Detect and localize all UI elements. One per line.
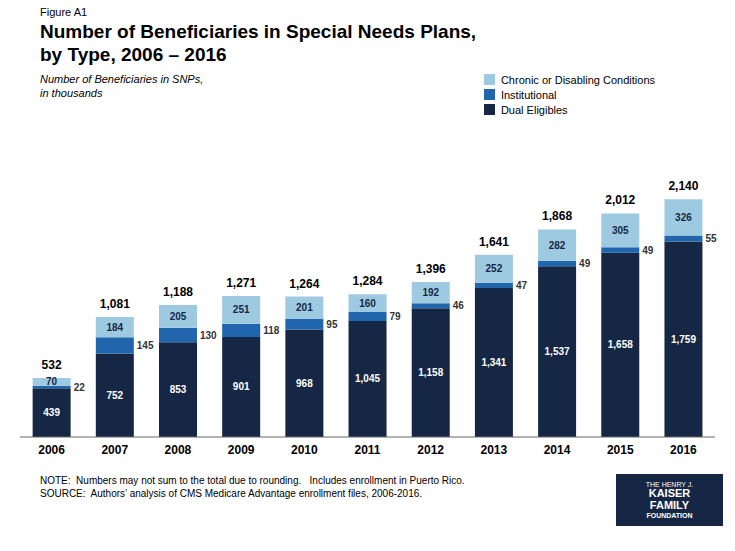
svg-text:1,081: 1,081 bbox=[100, 297, 130, 311]
svg-text:1,271: 1,271 bbox=[226, 276, 256, 290]
svg-text:1,341: 1,341 bbox=[481, 357, 506, 368]
html-text:Number of Beneficiaries in SNP: Number of Beneficiaries in SNPs, in thou… bbox=[40, 73, 204, 99]
svg-text:205: 205 bbox=[170, 311, 187, 322]
html-text:FAMILY: FAMILY bbox=[649, 499, 690, 511]
svg-text:1,284: 1,284 bbox=[353, 274, 383, 288]
svg-text:282: 282 bbox=[549, 240, 566, 251]
svg-text:2,012: 2,012 bbox=[605, 193, 635, 207]
html-text:NOTE: Numbers may not sum to t: NOTE: Numbers may not sum to the total d… bbox=[40, 475, 465, 486]
svg-text:46: 46 bbox=[453, 300, 465, 311]
svg-text:1,264: 1,264 bbox=[289, 277, 319, 291]
svg-text:2013: 2013 bbox=[481, 443, 508, 457]
svg-text:22: 22 bbox=[74, 382, 86, 393]
svg-text:752: 752 bbox=[106, 390, 123, 401]
svg-text:251: 251 bbox=[233, 304, 250, 315]
svg-text:1,641: 1,641 bbox=[479, 235, 509, 249]
svg-text:2016: 2016 bbox=[670, 443, 697, 457]
svg-text:49: 49 bbox=[642, 245, 654, 256]
svg-text:2007: 2007 bbox=[101, 443, 128, 457]
html-text:SOURCE: Authors’ analysis of C: SOURCE: Authors’ analysis of CMS Medicar… bbox=[40, 488, 422, 499]
svg-text:192: 192 bbox=[422, 287, 439, 298]
svg-text:901: 901 bbox=[233, 381, 250, 392]
html-text:FOUNDATION: FOUNDATION bbox=[646, 511, 693, 519]
svg-text:184: 184 bbox=[106, 322, 123, 333]
svg-text:1,868: 1,868 bbox=[542, 209, 572, 223]
svg-text:145: 145 bbox=[137, 340, 154, 351]
svg-text:2,140: 2,140 bbox=[668, 179, 698, 193]
svg-text:160: 160 bbox=[359, 298, 376, 309]
svg-text:853: 853 bbox=[170, 384, 187, 395]
svg-text:326: 326 bbox=[675, 212, 692, 223]
svg-text:252: 252 bbox=[486, 263, 503, 274]
svg-text:79: 79 bbox=[390, 311, 402, 322]
svg-text:305: 305 bbox=[612, 225, 629, 236]
svg-text:1,759: 1,759 bbox=[671, 334, 696, 345]
svg-text:1,045: 1,045 bbox=[355, 373, 380, 384]
svg-text:2008: 2008 bbox=[165, 443, 192, 457]
svg-text:118: 118 bbox=[263, 325, 280, 336]
html-text:Chronic or Disabling Condition: Chronic or Disabling Conditions bbox=[500, 73, 655, 86]
svg-text:2015: 2015 bbox=[607, 443, 634, 457]
svg-text:2006: 2006 bbox=[38, 443, 65, 457]
svg-text:2012: 2012 bbox=[417, 443, 444, 457]
svg-text:95: 95 bbox=[326, 319, 338, 330]
svg-text:1,188: 1,188 bbox=[163, 285, 193, 299]
html-text:KAISER: KAISER bbox=[648, 487, 691, 500]
html-text:Figure A1: Figure A1 bbox=[40, 6, 88, 18]
svg-text:1,158: 1,158 bbox=[418, 367, 443, 378]
svg-text:439: 439 bbox=[43, 407, 60, 418]
html-text:Number of Beneficiaries in Spe: Number of Beneficiaries in Special Needs… bbox=[40, 21, 477, 65]
svg-text:968: 968 bbox=[296, 378, 313, 389]
svg-text:532: 532 bbox=[42, 358, 62, 372]
html-text:Institutional: Institutional bbox=[500, 88, 557, 101]
svg-text:2011: 2011 bbox=[354, 443, 380, 457]
html-text:Dual Eligibles: Dual Eligibles bbox=[500, 103, 568, 116]
html-text:THE HENRY J.: THE HENRY J. bbox=[645, 481, 694, 489]
svg-text:2009: 2009 bbox=[228, 443, 255, 457]
svg-text:2010: 2010 bbox=[291, 443, 318, 457]
svg-text:1,396: 1,396 bbox=[416, 262, 446, 276]
svg-text:130: 130 bbox=[200, 330, 217, 341]
svg-text:1,658: 1,658 bbox=[608, 339, 633, 350]
svg-text:1,537: 1,537 bbox=[545, 346, 570, 357]
svg-text:49: 49 bbox=[579, 258, 591, 269]
svg-text:70: 70 bbox=[46, 376, 58, 387]
svg-text:55: 55 bbox=[705, 233, 717, 244]
svg-text:47: 47 bbox=[516, 280, 528, 291]
svg-text:2014: 2014 bbox=[544, 443, 571, 457]
svg-text:201: 201 bbox=[296, 302, 313, 313]
